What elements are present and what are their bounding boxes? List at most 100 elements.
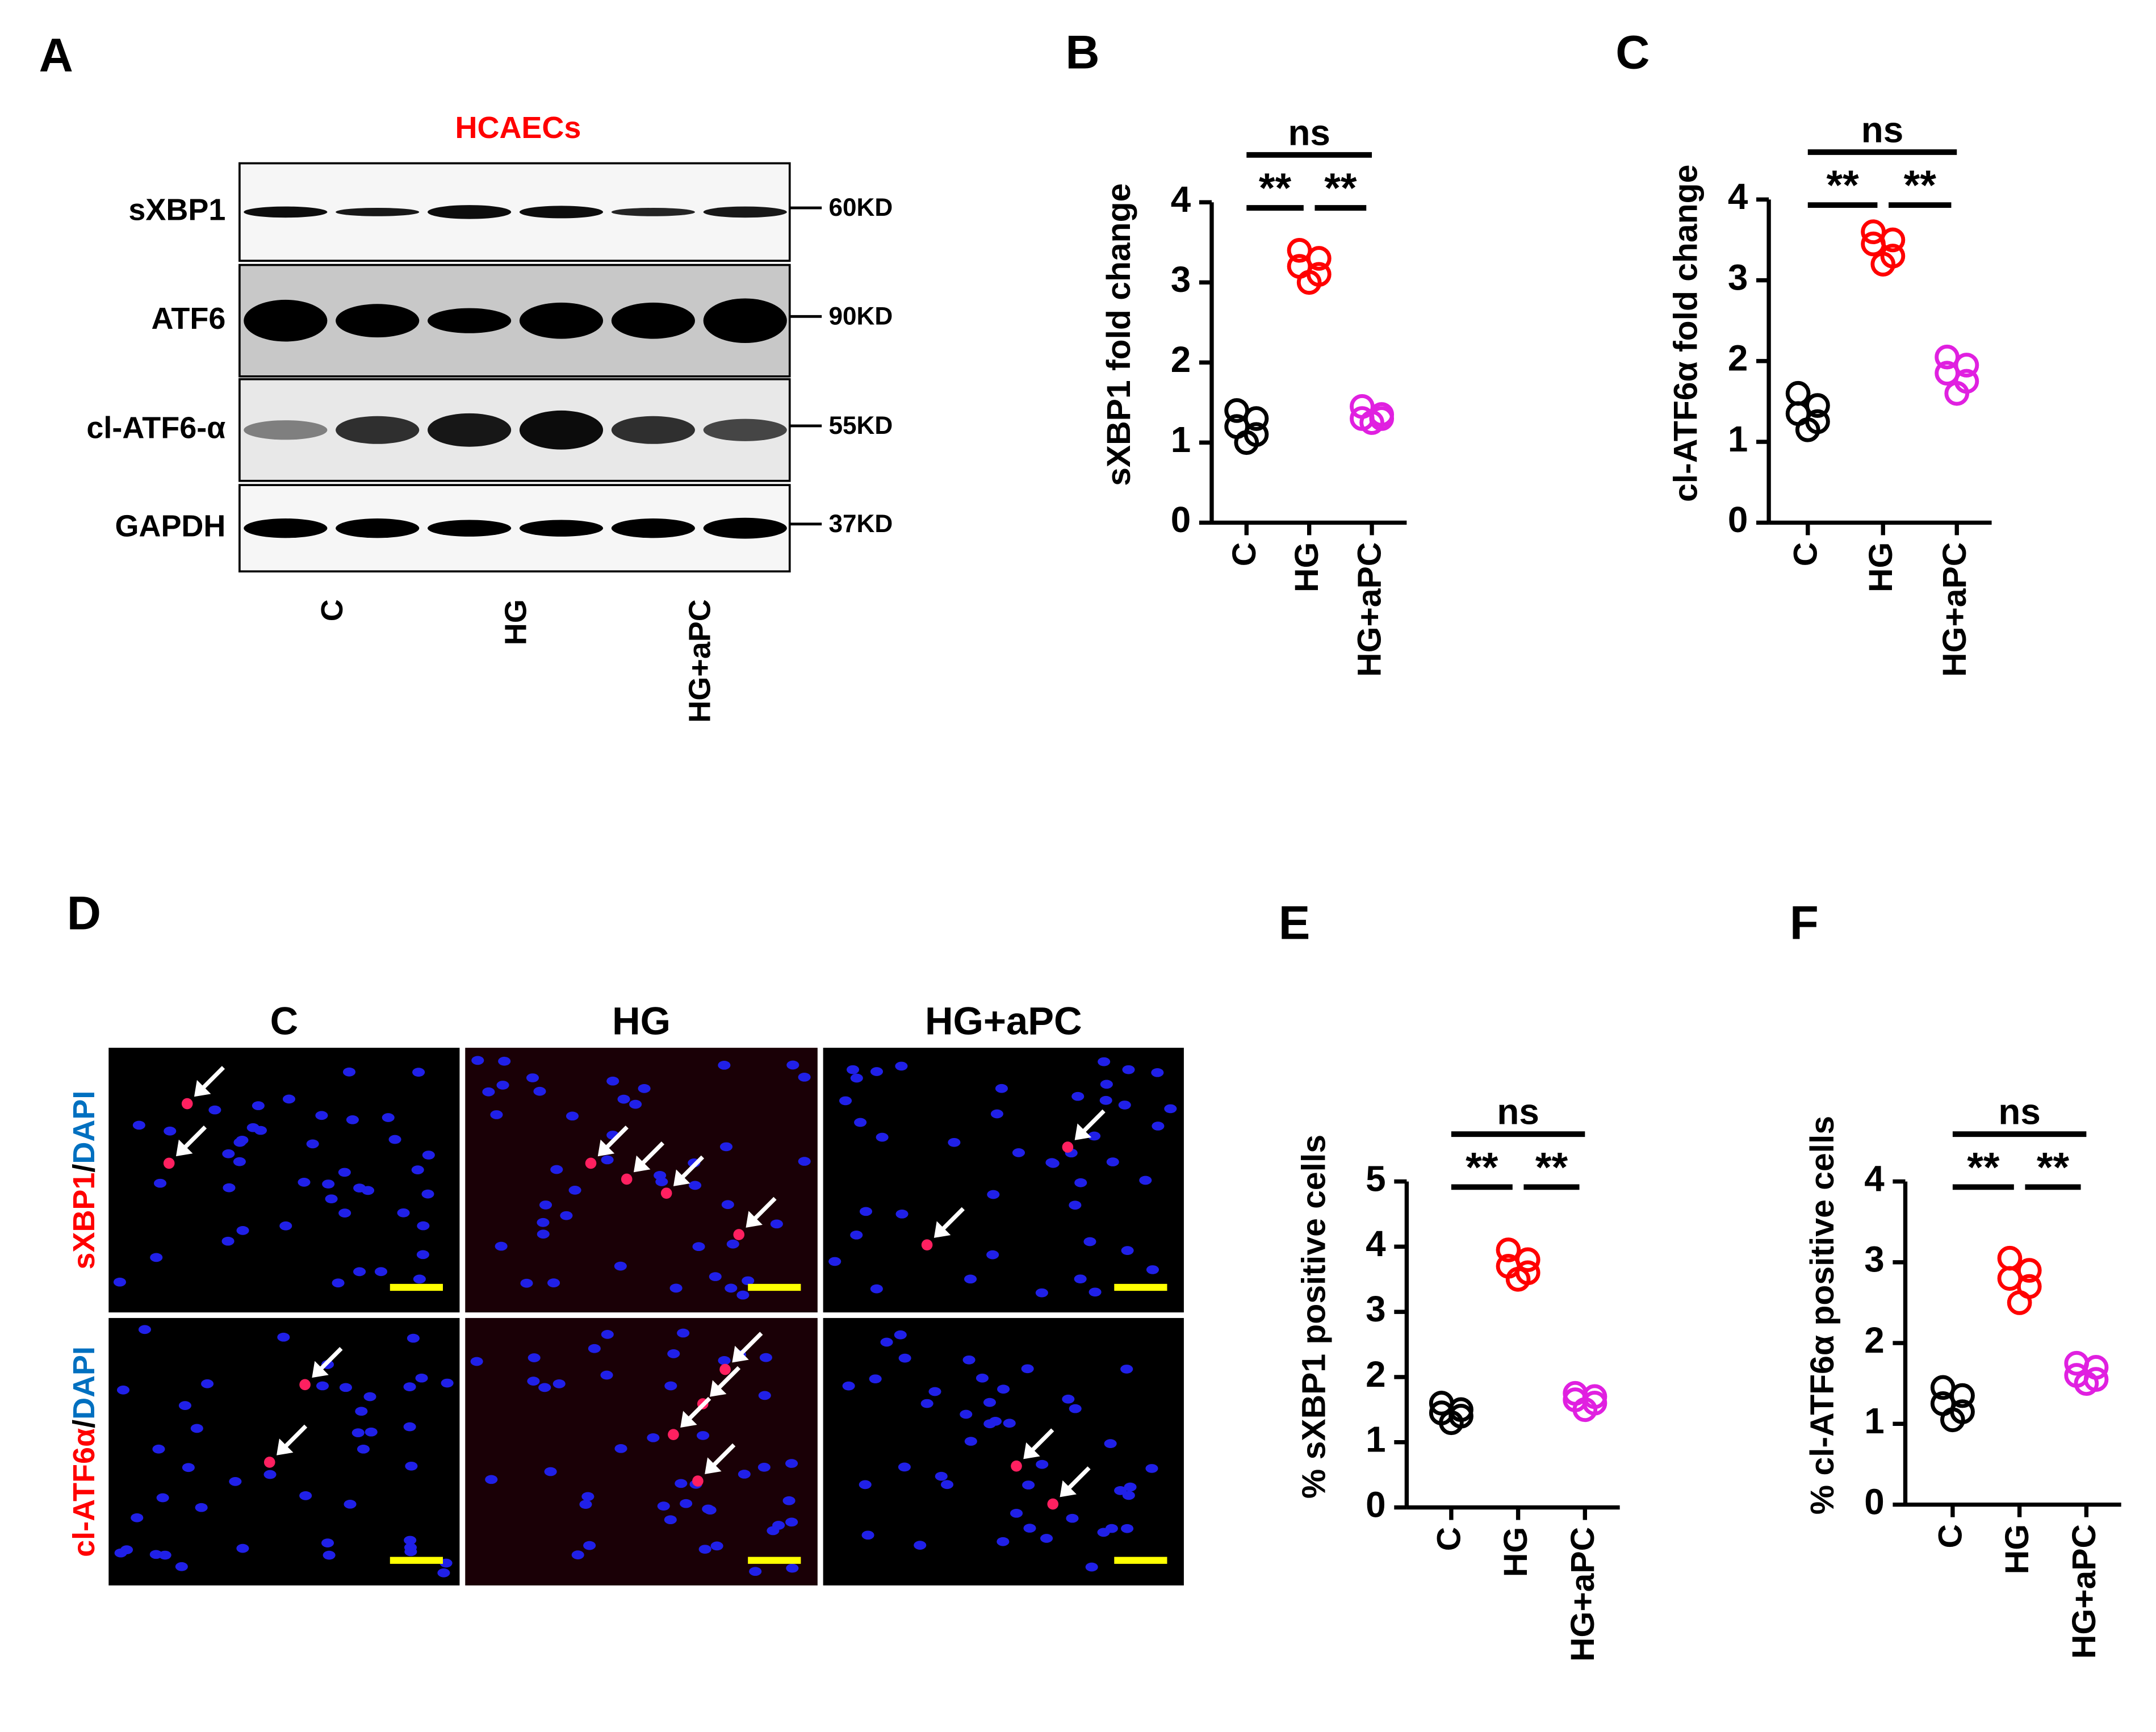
nucleus [710,1541,723,1551]
nucleus [940,1480,954,1490]
y-tick-label: 0 [1864,1481,1884,1522]
nucleus [1122,1491,1135,1500]
y-tick-label: 1 [1171,419,1191,460]
nucleus [828,1257,842,1266]
nucleus [405,1461,418,1471]
nucleus [1069,1200,1082,1210]
y-tick-label: 3 [1864,1239,1884,1280]
stained-cell [1047,1498,1059,1510]
nucleus [407,1333,420,1343]
nucleus [1121,1524,1134,1533]
nucleus [236,1225,249,1235]
y-tick-label: 2 [1171,339,1191,380]
nucleus [566,1111,579,1121]
arrow-head [633,1155,651,1173]
nucleus [520,1278,533,1288]
arrow-head [277,1438,294,1455]
nucleus [361,1186,375,1195]
significance-label: ** [1904,161,1937,208]
nucleus [581,1492,595,1501]
stained-cell [181,1098,193,1110]
nucleus [201,1379,214,1388]
blot-band [519,520,604,537]
blot-band [703,517,787,539]
nucleus [1106,1157,1119,1166]
nucleus [962,1355,976,1365]
y-axis-label: sXBP1 fold change [1100,183,1137,486]
stained-cell [585,1157,597,1169]
nucleus [533,1086,546,1096]
nucleus [152,1444,165,1454]
nucleus [698,1545,711,1554]
nucleus [351,1428,365,1437]
y-tick-label: 2 [1864,1320,1884,1361]
nucleus [629,1099,642,1109]
nucleus [321,1538,334,1547]
nucleus [470,1357,483,1366]
nucleus [388,1135,401,1144]
nucleus [175,1562,188,1571]
nucleus [1035,1288,1048,1298]
nucleus [1083,1237,1096,1246]
nucleus [547,1278,560,1287]
nucleus [1104,1439,1117,1448]
x-tick-label: HG [1497,1527,1534,1577]
blot-row-label: cl-ATF6-α [86,411,225,445]
panel-letter: A [39,29,73,82]
nucleus [1023,1524,1036,1533]
nucleus [422,1151,435,1160]
nucleus [412,1068,425,1077]
nucleus [1040,1534,1053,1543]
nucleus [498,1056,511,1066]
row-label-part: cl-ATF6α [67,1428,101,1557]
nucleus [560,1211,573,1220]
y-tick-label: 4 [1366,1223,1386,1264]
blot-row-label: ATF6 [151,302,225,336]
nucleus [1036,1459,1049,1469]
blot-band [703,206,787,218]
nucleus [252,1101,265,1110]
nucleus [1120,1365,1133,1374]
stained-cell [1062,1141,1074,1153]
nucleus [680,1499,693,1508]
significance-label: ** [1535,1143,1568,1190]
nucleus [116,1385,130,1395]
arrow-head [1074,1123,1092,1140]
stained-cell [692,1475,704,1487]
y-axis-label: % cl-ATF6α positive cells [1804,1116,1841,1515]
nucleus [150,1253,163,1262]
nucleus [850,1230,863,1240]
blot-size-label: 90KD [828,302,893,330]
nucleus [315,1111,328,1120]
nucleus [279,1221,292,1231]
x-tick-label: HG [1862,542,1899,592]
y-tick-label: 1 [1728,419,1748,459]
y-tick-label: 1 [1366,1419,1385,1460]
nucleus [1100,1080,1113,1089]
nucleus [338,1208,351,1218]
nucleus [983,1398,997,1407]
blot-band [336,304,420,338]
stained-cell [299,1379,311,1391]
nucleus [1139,1175,1152,1185]
x-tick-label: HG [1288,542,1325,592]
lane-label: HG+aPC [683,599,717,722]
blot-band [611,208,695,216]
image-column-label: C [270,999,299,1043]
x-tick-label: HG+aPC [1351,542,1388,677]
nucleus [322,1179,335,1189]
nucleus [782,1496,796,1505]
blot-size-label: 55KD [828,412,893,440]
nucleus [995,1083,1008,1093]
y-tick-label: 2 [1728,338,1748,379]
data-point [1429,1391,1454,1416]
nucleus [365,1427,378,1437]
x-tick-label: HG [1999,1524,2036,1574]
nucleus [1066,1513,1079,1523]
nucleus [138,1325,151,1334]
nucleus [948,1137,961,1147]
nucleus [403,1422,416,1432]
y-tick-label: 0 [1728,499,1748,540]
nucleus [842,1381,855,1391]
y-tick-label: 4 [1171,179,1191,220]
